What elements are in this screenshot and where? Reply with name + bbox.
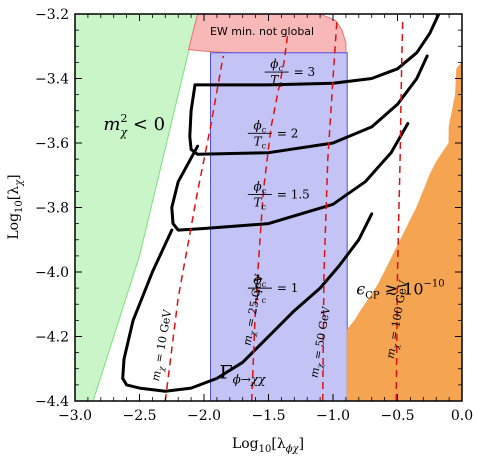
- y-tick-label: −4.4: [35, 394, 69, 410]
- svg-text:ϕc: ϕc: [254, 273, 267, 289]
- x-tick-label: −1.0: [316, 408, 350, 424]
- mass-label-mass-10: mχ = 10 GeV: [149, 308, 177, 383]
- y-tick-label: −3.8: [35, 201, 69, 217]
- svg-text:ϕc: ϕc: [254, 118, 267, 134]
- y-tick-label: −4.2: [35, 330, 69, 346]
- svg-text:= 1.5: = 1.5: [277, 188, 310, 202]
- contour-ratio-1.5: [170, 122, 410, 232]
- y-tick-label: −3.2: [35, 7, 69, 23]
- svg-text:= 1: = 1: [277, 281, 299, 295]
- axes-layer: −3.0 −2.5 −2.0 −1.5 −1.0 −0.5 0.0 −3.2 −3.4 −3.6 −…: [35, 7, 473, 424]
- x-tick-label: −3.0: [58, 408, 92, 424]
- svg-text:= 2: = 2: [277, 126, 299, 140]
- mass-line-mass-25: [250, 33, 289, 401]
- svg-text:ϕc: ϕc: [254, 180, 267, 196]
- mass-line-mass-50: [321, 20, 338, 401]
- svg-text:= 3: = 3: [294, 65, 316, 79]
- x-tick-label: −0.5: [381, 408, 415, 424]
- contour-ratio-1: [121, 212, 374, 393]
- region-invisible-decay: [210, 52, 348, 401]
- y-tick-label: −4.0: [35, 265, 69, 281]
- x-tick-label: −1.5: [252, 408, 286, 424]
- svg-text:Tc: Tc: [254, 196, 267, 212]
- regions-layer: [75, 14, 462, 401]
- mass-line-mass-100: [395, 20, 404, 401]
- y-axis-title: Log10[λχ]: [6, 174, 25, 239]
- x-axis-title: Log10[λϕχ]: [232, 436, 304, 455]
- tachyonic-label: m2 χ < 0: [103, 112, 165, 139]
- x-tick-label: −2.0: [187, 408, 221, 424]
- y-tick-label: −3.6: [35, 136, 69, 152]
- svg-text:Tc: Tc: [254, 289, 267, 305]
- x-tick-label: 0.0: [451, 408, 473, 424]
- x-tick-label: −2.5: [123, 408, 157, 424]
- ew-min-label: EW min. not global: [210, 25, 314, 38]
- contour-ratio-2: [188, 54, 429, 156]
- region-tachyonic: [75, 14, 199, 401]
- svg-text:Tc: Tc: [270, 73, 283, 89]
- region-cp-violation: [346, 61, 462, 401]
- svg-text:Tc: Tc: [254, 134, 267, 150]
- cp-violation-label: ϵCP ≳ 10−10: [356, 279, 444, 302]
- decay-width-label: Γϕ→χχ: [219, 361, 266, 386]
- svg-text:ϕc: ϕc: [270, 57, 283, 73]
- y-tick-label: −3.4: [35, 72, 69, 88]
- mass-lines-layer: [164, 20, 404, 401]
- mass-line-mass-10: [164, 55, 225, 401]
